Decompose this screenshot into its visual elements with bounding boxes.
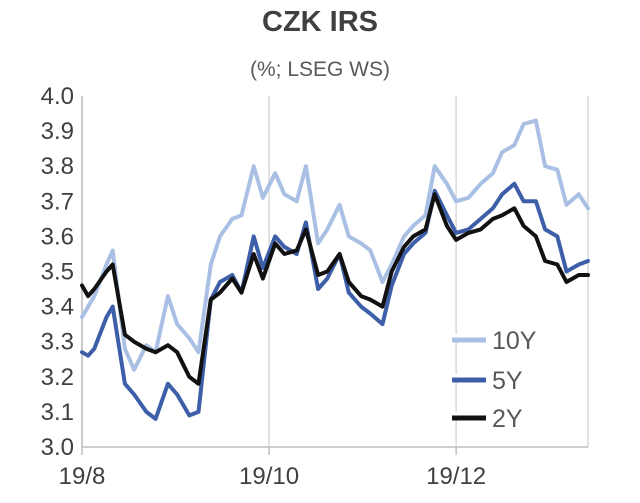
y-tick-label: 3.0 bbox=[41, 434, 74, 461]
legend-backdrop bbox=[452, 374, 483, 380]
y-tick-label: 4.0 bbox=[41, 83, 74, 110]
y-tick-label: 3.2 bbox=[41, 364, 74, 391]
y-tick-label: 3.8 bbox=[41, 153, 74, 180]
legend-backdrop bbox=[452, 412, 483, 418]
y-tick-label: 3.1 bbox=[41, 399, 74, 426]
series-line-5y bbox=[80, 181, 590, 421]
legend: 10Y 5Y 2Y bbox=[452, 327, 537, 433]
y-tick-label: 3.4 bbox=[41, 294, 74, 321]
axes: 3.0 3.1 3.2 3.3 3.4 3.5 3.6 3.7 3.8 3.9 4.0 19/8 19/… bbox=[41, 83, 588, 490]
y-tick-label: 3.7 bbox=[41, 188, 74, 215]
x-tick-label: 19/8 bbox=[59, 463, 106, 490]
chart-title: CZK IRS bbox=[262, 6, 378, 38]
series-line-2y bbox=[80, 192, 590, 386]
series-lines bbox=[80, 118, 590, 421]
legend-backdrop bbox=[452, 334, 483, 340]
legend-label-5y: 5Y bbox=[492, 367, 523, 395]
legend-label-2y: 2Y bbox=[492, 405, 523, 433]
y-tick-label: 3.3 bbox=[41, 329, 74, 356]
chart-subtitle: (%; LSEG WS) bbox=[249, 58, 391, 81]
y-tick-label: 3.6 bbox=[41, 223, 74, 250]
y-tick-label: 3.9 bbox=[41, 118, 74, 145]
x-tick-label: 19/10 bbox=[239, 463, 299, 490]
legend-label-10y: 10Y bbox=[492, 327, 537, 355]
x-tick-label: 19/12 bbox=[426, 463, 486, 490]
y-tick-label: 3.5 bbox=[41, 259, 74, 286]
